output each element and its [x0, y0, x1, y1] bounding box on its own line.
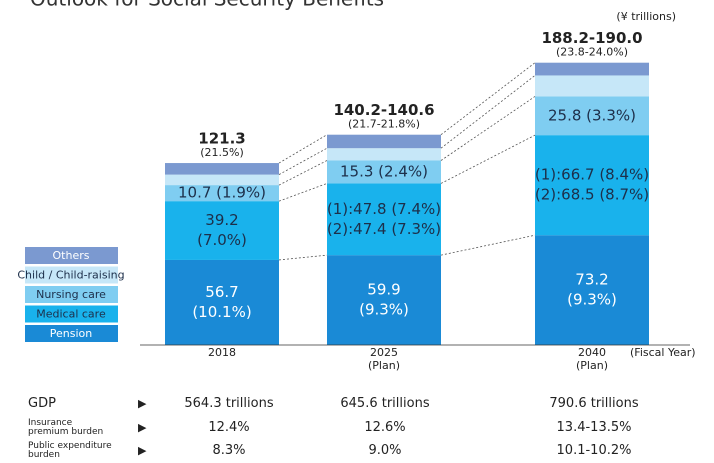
legend-label: Child / Child-raising: [17, 269, 124, 282]
chart: Outlook for Social Security Benefits (¥ …: [17, 0, 696, 372]
data-label: 39.2: [205, 211, 238, 229]
unit-label: (¥ trillions): [616, 10, 676, 23]
data-label: 59.9: [367, 281, 400, 299]
connector: [278, 147, 328, 175]
x-tick-label: 2018: [208, 346, 236, 359]
table-row: GDP ▶ 564.3 trillions 645.6 trillions 790.6 …: [0, 393, 714, 415]
x-tick-label: 2025: [370, 346, 398, 359]
bar-segment: [327, 134, 441, 149]
data-label: (7.0%): [197, 231, 247, 249]
connector: [278, 183, 328, 202]
bar-segment: [535, 135, 649, 236]
row-value: 12.6%: [364, 419, 406, 435]
legend-label: Others: [53, 249, 90, 262]
legend-label: Pension: [50, 327, 92, 340]
total-share: (21.7-21.8%): [348, 118, 420, 131]
bar-segment: [165, 201, 279, 260]
total-label: 140.2-140.6: [333, 101, 434, 119]
row-value: 8.3%: [212, 443, 246, 458]
bar-segment: [165, 163, 279, 175]
bar-segment: [165, 259, 279, 345]
data-label: 56.7: [205, 283, 238, 301]
connector: [278, 134, 328, 164]
x-tick-note: (Plan): [576, 359, 608, 372]
arrow-icon: ▶: [138, 420, 147, 434]
data-label: (2):68.5 (8.7%): [535, 186, 649, 204]
legend-swatch: [25, 325, 118, 342]
total-label: 121.3: [198, 130, 245, 148]
connector: [440, 62, 536, 136]
bar-segment: [535, 75, 649, 97]
row-label: Public expenditure burden: [28, 441, 112, 460]
data-label: 73.2: [575, 271, 608, 289]
data-label: (10.1%): [192, 303, 251, 321]
legend-swatch: [25, 286, 118, 303]
table-row: Insurance premium burden ▶ 12.4% 12.6% 13.4-…: [0, 417, 714, 439]
bar-segment: [165, 174, 279, 186]
arrow-icon: ▶: [138, 444, 147, 457]
total-share: (21.5%): [200, 146, 244, 159]
data-label: (1):47.8 (7.4%): [327, 200, 441, 218]
data-label: 10.7 (1.9%): [178, 184, 266, 202]
connector: [440, 234, 536, 256]
connector: [278, 254, 328, 261]
data-label: 15.3 (2.4%): [340, 162, 428, 180]
total-share: (23.8-24.0%): [556, 46, 628, 59]
chart-title: Outlook for Social Security Benefits: [30, 0, 384, 11]
data-label: (2):47.4 (7.3%): [327, 220, 441, 238]
row-value: 13.4-13.5%: [556, 419, 632, 435]
table-row: Public expenditure burden ▶ 8.3% 9.0% 10.1-1…: [0, 440, 714, 462]
bar-segment: [327, 183, 441, 256]
legend-label: Nursing care: [36, 288, 106, 301]
data-label: (1):66.7 (8.4%): [535, 166, 649, 184]
connector: [440, 134, 536, 184]
data-label: (9.3%): [567, 291, 617, 309]
bar-segment: [535, 235, 649, 345]
bar-segment: [327, 255, 441, 345]
connector: [278, 160, 328, 186]
arrow-icon: ▶: [138, 397, 147, 410]
legend-swatch: [25, 247, 118, 264]
bar-segment: [327, 160, 441, 184]
row-value: 9.0%: [368, 443, 402, 458]
bar-segment: [327, 148, 441, 161]
x-axis-label: (Fiscal Year): [630, 346, 696, 359]
legend-label: Medical care: [36, 308, 106, 321]
row-label: GDP: [28, 396, 56, 411]
data-label: 25.8 (3.3%): [548, 106, 636, 124]
total-label: 188.2-190.0: [541, 29, 642, 47]
row-label: Insurance premium burden: [28, 417, 104, 437]
row-value: 645.6 trillions: [340, 396, 430, 411]
connector: [440, 75, 536, 149]
bar-segment: [535, 62, 649, 76]
legend-swatch: [25, 266, 118, 284]
row-value: 564.3 trillions: [184, 396, 274, 411]
row-value: 12.4%: [208, 419, 250, 435]
row-value: 790.6 trillions: [549, 396, 639, 411]
data-label: (9.3%): [359, 301, 409, 319]
legend-swatch: [25, 305, 118, 323]
bar-segment: [535, 96, 649, 136]
connector: [440, 96, 536, 161]
bar-segment: [165, 185, 279, 202]
x-tick-label: 2040: [578, 346, 606, 359]
x-tick-note: (Plan): [368, 359, 400, 372]
row-value: 10.1-10.2%: [556, 443, 632, 458]
